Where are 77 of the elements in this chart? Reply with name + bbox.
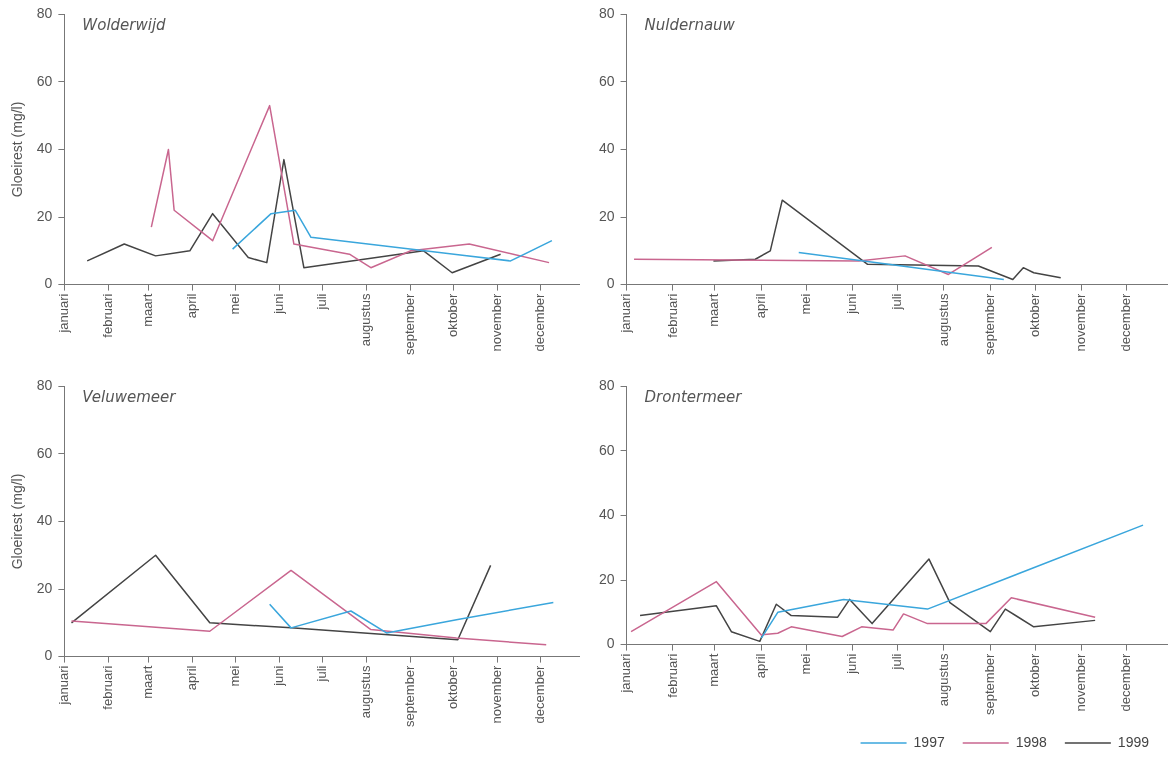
y-tick-label: 40 [598, 506, 615, 523]
y-tick-label: 20 [36, 207, 53, 224]
y-tick-label: 20 [598, 207, 615, 224]
y-tick-label: 60 [598, 441, 615, 458]
x-tick-label: december [1118, 652, 1134, 712]
x-tick-label: februari [100, 293, 116, 338]
x-tick-label: september [402, 664, 418, 727]
x-tick-label: oktober [445, 292, 461, 337]
x-tick-label: mei [797, 653, 813, 675]
x-tick-label: april [752, 293, 768, 319]
x-tick-label: april [184, 293, 200, 319]
legend-label: 1997 [913, 733, 945, 750]
x-tick-label: maart [140, 293, 156, 327]
chart-title: Veluwemeer [82, 388, 177, 407]
x-tick-label: januari [55, 293, 71, 334]
x-tick-label: november [1073, 292, 1089, 352]
x-tick-label: januari [55, 665, 71, 706]
y-tick-label: 0 [44, 275, 53, 292]
x-tick-label: december [532, 292, 548, 352]
x-tick-label: juni [271, 665, 287, 687]
x-tick-label: juni [844, 653, 860, 675]
x-tick-label: mei [227, 665, 243, 687]
x-tick-label: juni [844, 293, 860, 315]
y-tick-label: 40 [36, 140, 53, 157]
x-tick-label: augustus [358, 665, 374, 719]
y-tick-label: 20 [36, 579, 53, 596]
y-axis-title: Gloeirest (mg/l) [9, 473, 26, 570]
y-tick-label: 60 [598, 72, 615, 89]
x-tick-label: juli [889, 653, 905, 671]
x-tick-label: juli [889, 293, 905, 311]
x-tick-label: maart [706, 293, 722, 327]
x-tick-label: april [184, 665, 200, 691]
y-axis-title: Gloeirest (mg/l) [9, 101, 26, 198]
x-tick-label: mei [227, 293, 243, 315]
x-tick-label: september [981, 292, 997, 355]
y-tick-label: 60 [36, 444, 53, 461]
x-tick-label: januari [618, 293, 634, 334]
x-tick-label: juli [313, 665, 329, 683]
x-tick-label: november [489, 292, 505, 352]
x-tick-label: oktober [1026, 292, 1042, 337]
y-tick-label: 40 [36, 512, 53, 529]
x-tick-label: augustus [935, 653, 951, 707]
x-tick-label: november [1073, 652, 1089, 712]
legend-label: 1998 [1015, 733, 1048, 750]
x-tick-label: juni [271, 293, 287, 315]
y-tick-label: 80 [36, 5, 53, 22]
y-tick-label: 80 [598, 5, 615, 22]
y-tick-label: 80 [36, 377, 53, 394]
x-tick-label: september [981, 652, 997, 715]
x-tick-label: september [402, 292, 418, 355]
x-tick-label: augustus [935, 293, 951, 347]
x-tick-label: februari [100, 665, 116, 710]
chart-title: Wolderwijd [82, 16, 167, 35]
x-tick-label: november [489, 664, 505, 724]
x-tick-label: juli [313, 293, 329, 311]
y-tick-label: 20 [598, 570, 615, 587]
y-tick-label: 0 [44, 647, 53, 664]
chart-title: Nuldernauw [644, 16, 736, 35]
x-tick-label: januari [618, 653, 634, 694]
chart-title: Drontermeer [644, 388, 743, 407]
y-tick-label: 0 [606, 275, 615, 292]
x-tick-label: oktober [445, 664, 461, 709]
x-tick-label: oktober [1026, 652, 1042, 697]
x-tick-label: februari [664, 293, 680, 338]
x-tick-label: mei [797, 293, 813, 315]
x-tick-label: maart [140, 665, 156, 699]
y-tick-label: 40 [598, 140, 615, 157]
y-tick-label: 0 [606, 635, 615, 652]
y-tick-label: 80 [598, 377, 615, 394]
x-tick-label: augustus [358, 293, 374, 347]
x-tick-label: april [752, 653, 768, 679]
x-tick-label: december [1118, 292, 1134, 352]
y-tick-label: 60 [36, 72, 53, 89]
x-tick-label: februari [664, 653, 680, 698]
legend-label: 1999 [1117, 733, 1150, 750]
x-tick-label: december [532, 664, 548, 724]
x-tick-label: maart [706, 653, 722, 687]
